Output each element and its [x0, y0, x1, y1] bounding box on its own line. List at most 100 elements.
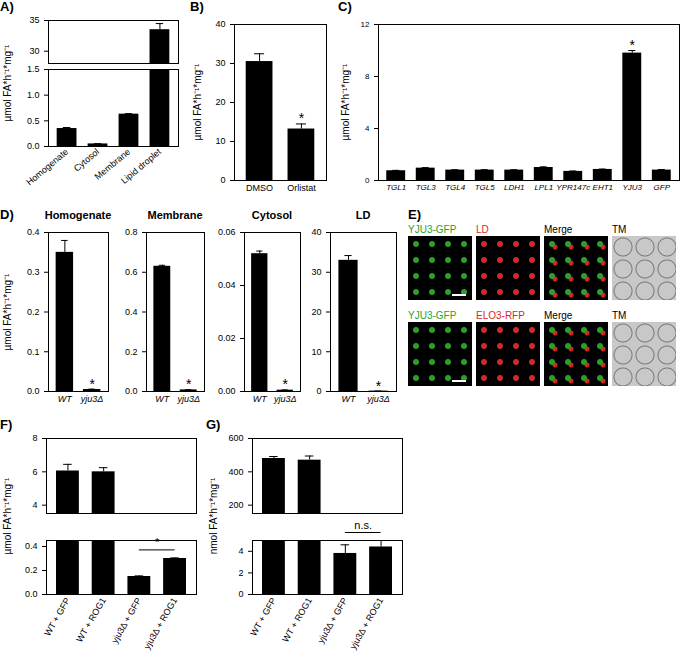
svg-text:10: 10 [215, 136, 225, 146]
svg-text:4: 4 [238, 546, 243, 556]
svg-text:8: 8 [365, 72, 370, 81]
svg-text:0.0: 0.0 [27, 141, 40, 151]
svg-text:0.5: 0.5 [27, 116, 40, 126]
html-text:Membrane: Membrane [147, 209, 203, 221]
svg-text:Cytosol: Cytosol [72, 147, 101, 174]
svg-text:30: 30 [215, 58, 225, 68]
html-text:LD: LD [355, 209, 371, 221]
svg-text:WT: WT [155, 394, 170, 404]
svg-text:WT: WT [342, 394, 357, 404]
html-text:G): G) [206, 417, 221, 432]
svg-text:1.0: 1.0 [27, 90, 40, 100]
html-text:µmol FA*h⁻¹*mg⁻¹: µmol FA*h⁻¹*mg⁻¹ [2, 44, 13, 122]
svg-text:0.00: 0.00 [218, 386, 236, 396]
svg-text:0.04: 0.04 [218, 280, 236, 290]
svg-text:YJU3: YJU3 [623, 183, 643, 192]
svg-text:0: 0 [220, 175, 225, 185]
html-text:F): F) [0, 417, 13, 432]
svg-text:0.2: 0.2 [25, 565, 38, 575]
svg-text:2: 2 [238, 568, 243, 578]
svg-text:*: * [186, 376, 192, 392]
svg-text:30: 30 [311, 267, 321, 277]
svg-text:*: * [630, 37, 636, 53]
html-text:D): D) [0, 207, 14, 222]
svg-text:yju3Δ + ROG1: yju3Δ + ROG1 [348, 596, 386, 651]
svg-text:yju3Δ: yju3Δ [366, 394, 390, 404]
svg-text:400: 400 [228, 467, 243, 477]
svg-text:0.0: 0.0 [25, 589, 38, 599]
svg-text:WT + ROG1: WT + ROG1 [74, 596, 107, 644]
svg-text:0.0: 0.0 [125, 386, 138, 396]
html-text:µmol FA*h⁻¹*mg⁻¹: µmol FA*h⁻¹*mg⁻¹ [192, 63, 203, 141]
svg-text:yju3Δ + GFP: yju3Δ + GFP [316, 596, 350, 645]
svg-text:LPL1: LPL1 [534, 183, 553, 192]
svg-text:8: 8 [32, 433, 37, 443]
svg-text:TGL4: TGL4 [445, 183, 466, 192]
svg-text:GFP: GFP [654, 183, 671, 192]
svg-text:0.0: 0.0 [27, 386, 40, 396]
svg-text:0: 0 [365, 176, 370, 185]
svg-text:200: 200 [228, 500, 243, 510]
svg-text:1.5: 1.5 [27, 64, 40, 74]
svg-text:yju3Δ + ROG1: yju3Δ + ROG1 [142, 596, 180, 651]
html-text:Homogenate: Homogenate [44, 209, 112, 221]
svg-text:20: 20 [215, 97, 225, 107]
svg-text:EHT1: EHT1 [593, 183, 613, 192]
svg-text:Orlistat: Orlistat [287, 183, 316, 193]
svg-text:30: 30 [29, 46, 39, 56]
svg-text:0.4: 0.4 [125, 307, 138, 317]
svg-text:yju3Δ: yju3Δ [176, 394, 200, 404]
svg-text:0.06: 0.06 [218, 227, 236, 237]
svg-text:0.4: 0.4 [25, 541, 38, 551]
svg-text:WT + GFP: WT + GFP [248, 596, 278, 638]
svg-text:TGL1: TGL1 [386, 183, 406, 192]
svg-text:WT + ROG1: WT + ROG1 [280, 596, 313, 644]
svg-text:n.s.: n.s. [354, 519, 372, 531]
svg-text:LDH1: LDH1 [504, 183, 524, 192]
svg-text:20: 20 [311, 307, 321, 317]
svg-text:TGL5: TGL5 [475, 183, 496, 192]
html-text:C): C) [338, 0, 352, 14]
svg-text:0.02: 0.02 [218, 333, 236, 343]
svg-text:4: 4 [365, 124, 370, 133]
svg-text:0.1: 0.1 [27, 347, 40, 357]
svg-text:YPR147c: YPR147c [556, 183, 590, 192]
svg-text:0: 0 [238, 589, 243, 599]
svg-text:Homogenate: Homogenate [24, 147, 70, 188]
svg-text:0: 0 [316, 386, 321, 396]
svg-text:Membrane: Membrane [92, 146, 133, 182]
html-text:B): B) [190, 0, 204, 14]
svg-text:0.8: 0.8 [125, 227, 138, 237]
svg-text:WT: WT [253, 394, 268, 404]
svg-text:600: 600 [228, 433, 243, 443]
html-text:µmol FA*h⁻¹*mg⁻¹: µmol FA*h⁻¹*mg⁻¹ [2, 273, 13, 350]
svg-text:12: 12 [361, 20, 370, 29]
svg-text:yju3Δ: yju3Δ [273, 394, 297, 404]
svg-text:Lipid droplet: Lipid droplet [119, 146, 163, 186]
svg-text:0.4: 0.4 [27, 227, 40, 237]
svg-text:40: 40 [215, 19, 225, 29]
svg-text:40: 40 [311, 227, 321, 237]
svg-text:*: * [155, 536, 160, 548]
svg-text:DMSO: DMSO [246, 183, 273, 193]
svg-text:yju3Δ: yju3Δ [80, 394, 104, 404]
svg-text:0.6: 0.6 [125, 267, 138, 277]
html-text:A): A) [0, 0, 14, 14]
svg-text:0.2: 0.2 [125, 347, 138, 357]
svg-text:0.2: 0.2 [27, 307, 40, 317]
svg-text:6: 6 [32, 467, 37, 477]
html-text:µmol FA*h⁻¹*mg⁻¹: µmol FA*h⁻¹*mg⁻¹ [340, 63, 351, 141]
svg-text:WT + GFP: WT + GFP [42, 596, 72, 638]
html-text:E): E) [408, 207, 421, 222]
svg-text:35: 35 [29, 15, 39, 25]
svg-text:WT: WT [58, 394, 73, 404]
svg-text:TGL3: TGL3 [416, 183, 437, 192]
svg-text:*: * [299, 110, 305, 126]
svg-text:*: * [283, 376, 289, 392]
svg-text:yju3Δ + GFP: yju3Δ + GFP [110, 596, 144, 645]
svg-text:4: 4 [32, 500, 37, 510]
svg-text:0.3: 0.3 [27, 267, 40, 277]
svg-text:*: * [89, 376, 95, 392]
svg-text:10: 10 [311, 347, 321, 357]
html-text:Cytosol: Cytosol [251, 209, 293, 221]
